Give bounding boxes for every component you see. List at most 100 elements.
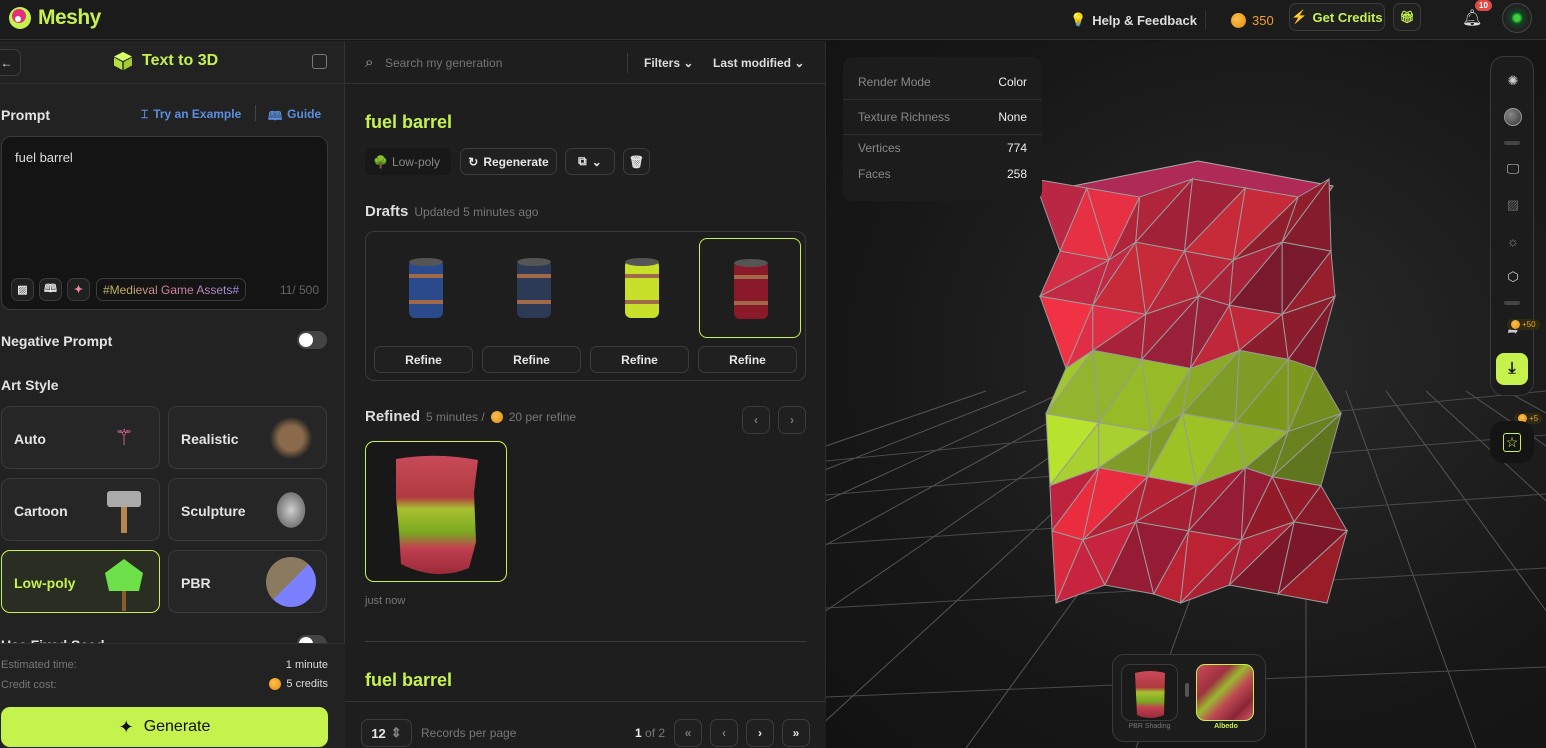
info-key: Vertices (858, 141, 901, 155)
cube-icon (114, 52, 132, 70)
book-icon: 🕮 (268, 109, 283, 123)
refined-barrel-thumbnail (396, 455, 478, 575)
share-bonus-badge: +50 (1507, 319, 1540, 330)
hatch-icon[interactable]: ▨ (1506, 197, 1520, 212)
refine-button[interactable]: Refine (698, 346, 797, 373)
divider (1504, 141, 1520, 145)
try-example-link[interactable]: ⌶ Try an Example (141, 107, 241, 122)
info-value: Color (998, 75, 1027, 89)
get-credits-button[interactable]: ⚡ Get Credits (1289, 3, 1385, 31)
albedo-option[interactable] (1196, 664, 1254, 721)
refine-button[interactable]: Refine (590, 346, 689, 373)
draft-thumbnail[interactable] (483, 238, 585, 338)
grid-line (826, 390, 1027, 470)
render-mode-switcher: PBR Shading Albedo (1112, 654, 1266, 742)
gift-icon: 🎁︎ (1399, 10, 1415, 24)
tag-chip[interactable]: #Medieval Game Assets# (96, 278, 246, 301)
avatar[interactable] (1502, 3, 1532, 33)
generate-button[interactable]: ✦ Generate (1, 707, 328, 747)
per-page-select[interactable]: 12 ⇕ (361, 719, 412, 747)
fixed-seed-toggle[interactable] (297, 635, 327, 644)
mesh-icon[interactable]: ⬡ (1507, 269, 1519, 284)
credit-cost-value: 5 credits (286, 678, 328, 690)
style-sculpture[interactable]: Sculpture (168, 478, 327, 541)
last-page-button[interactable]: » (782, 719, 810, 747)
style-cartoon[interactable]: Cartoon (1, 478, 160, 541)
records-per-page-label: Records per page (421, 726, 517, 740)
coin-icon (1231, 12, 1246, 28)
help-feedback-button[interactable]: 💡 Help & Feedback (1070, 8, 1197, 32)
share-icon[interactable]: ➦ (1507, 323, 1519, 338)
sort-dropdown[interactable]: Last modified ⌄ (713, 56, 804, 70)
info-key: Render Mode (858, 75, 931, 89)
monitor-icon[interactable]: 🖵 (1506, 161, 1520, 176)
style-badge: 🌳 Low-poly (365, 148, 451, 175)
try-example-label: Try an Example (153, 107, 242, 121)
divider (0, 83, 345, 84)
back-button[interactable]: ← (0, 49, 21, 76)
armor-thumbnail (266, 413, 316, 463)
style-realistic[interactable]: Realistic (168, 406, 327, 469)
prev-page-button[interactable]: ‹ (710, 719, 738, 747)
negative-prompt-toggle[interactable] (297, 331, 327, 349)
coin-icon (1518, 414, 1527, 423)
collapse-panel-icon[interactable] (312, 54, 327, 69)
style-low-poly[interactable]: Low-poly (1, 550, 160, 613)
wireframe-sphere-icon[interactable]: ✺ (1507, 73, 1519, 88)
guide-link[interactable]: 🕮 Guide (268, 107, 321, 128)
refined-prev-button[interactable]: ‹ (742, 406, 770, 434)
refine-button[interactable]: Refine (374, 346, 473, 373)
credits-balance[interactable]: 350 (1231, 8, 1274, 32)
albedo-label: Albedo (1214, 723, 1238, 730)
viewport-canvas[interactable] (826, 41, 1546, 748)
refined-model-card[interactable] (365, 441, 507, 582)
refined-label: Refined (365, 408, 421, 425)
chevron-right-icon: › (790, 413, 794, 427)
barrel-thumbnail (625, 258, 659, 318)
model-viewer[interactable]: Render Mode Color Texture Richness None Vert… (826, 41, 1546, 748)
regenerate-button[interactable]: ↻ Regenerate (460, 148, 557, 175)
style-label: PBR (181, 575, 211, 591)
refine-button[interactable]: Refine (482, 346, 581, 373)
style-badge-label: Low-poly (391, 154, 440, 169)
magic-search-button[interactable]: ✦ (67, 278, 90, 301)
drafts-grid: Refine Refine Refine Refine (365, 231, 806, 381)
get-credits-label: Get Credits (1312, 9, 1383, 25)
download-button[interactable]: ⤓ (1496, 353, 1528, 385)
coin-icon (269, 678, 282, 690)
info-row: Texture Richness None (843, 100, 1042, 135)
style-pbr[interactable]: PBR (168, 550, 327, 613)
book-prompt-button[interactable]: 🕮 (39, 278, 62, 301)
page-current: 1 (635, 726, 642, 740)
divider (365, 641, 806, 642)
style-auto[interactable]: Auto ⚚ (1, 406, 160, 469)
info-key: Faces (858, 167, 891, 181)
pbr-shading-option[interactable] (1121, 664, 1178, 721)
filters-dropdown[interactable]: Filters ⌄ (644, 56, 693, 70)
refresh-icon: ↻ (468, 154, 479, 169)
double-chevron-right-icon: » (792, 726, 800, 740)
gift-button[interactable]: 🎁︎ (1393, 3, 1421, 31)
draft-thumbnail[interactable] (699, 238, 801, 338)
draft-thumbnail[interactable] (591, 238, 693, 338)
style-label: Sculpture (181, 503, 246, 519)
notifications-bell-icon[interactable]: 🔔︎ (1462, 10, 1483, 27)
divider (255, 105, 256, 121)
coin-icon (490, 410, 503, 423)
feedback-button[interactable]: ☆ (1490, 421, 1534, 463)
material-sphere-icon[interactable] (1491, 99, 1535, 135)
first-page-button[interactable]: « (674, 719, 702, 747)
draft-thumbnail[interactable] (375, 238, 477, 338)
image-prompt-button[interactable]: ▨ (11, 278, 34, 301)
prompt-textarea[interactable]: fuel barrel ▨ 🕮 ✦ #Medieval Game Assets#… (1, 136, 328, 310)
estimated-time-label: Estimated time: (1, 659, 77, 671)
copy-dropdown-button[interactable]: ⧉ ⌄ (565, 148, 615, 175)
sort-label: Last modified (713, 56, 792, 70)
sun-icon[interactable]: ☼ (1507, 233, 1519, 249)
search-input[interactable] (385, 53, 615, 73)
next-page-button[interactable]: › (746, 719, 774, 747)
refined-next-button[interactable]: › (778, 406, 806, 434)
delete-button[interactable]: 🗑︎ (623, 148, 650, 175)
logo[interactable]: Meshy (6, 4, 101, 32)
divider (345, 83, 826, 84)
